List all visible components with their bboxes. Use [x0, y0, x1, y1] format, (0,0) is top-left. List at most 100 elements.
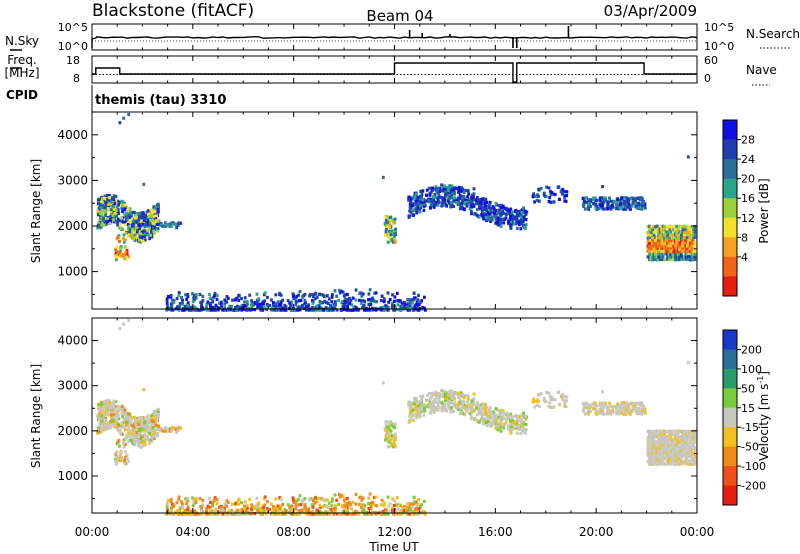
power-cell [667, 227, 671, 232]
power-cell [279, 293, 283, 297]
velocity-cell [304, 505, 307, 509]
power-cell [153, 225, 157, 230]
velocity-cell [175, 430, 178, 434]
power-cell [109, 218, 112, 222]
velocity-cell [503, 411, 507, 415]
velocity-cell [456, 401, 460, 405]
velocity-cell [684, 435, 688, 439]
power-cell [462, 207, 466, 211]
power-cell [693, 244, 697, 248]
power-cell [519, 215, 523, 219]
velocity-cell [342, 498, 346, 502]
velocity-cell [688, 454, 692, 458]
velocity-cell [502, 416, 506, 420]
power-cell [116, 219, 120, 223]
velocity-cell [423, 407, 426, 412]
velocity-cell [303, 497, 307, 501]
power-cell [682, 224, 686, 228]
power-cell [184, 293, 187, 297]
velocity-cell [142, 388, 146, 392]
velocity-cell [223, 502, 227, 506]
velocity-cell [191, 496, 194, 500]
power-cell [335, 294, 339, 298]
power-cell [154, 219, 158, 223]
velocity-cell [587, 409, 591, 413]
power-cell [673, 241, 677, 245]
velocity-cell [436, 401, 440, 405]
power-cell [343, 300, 347, 304]
power-cell [480, 209, 484, 213]
power-cell [256, 305, 259, 309]
velocity-cell [419, 505, 422, 509]
power-cell [682, 241, 686, 245]
power-cell [392, 232, 395, 236]
power-cell [407, 198, 411, 202]
velocity-cell [658, 459, 662, 464]
velocity-cell [661, 454, 665, 458]
velocity-cell [438, 392, 442, 396]
power-cell [146, 222, 150, 226]
power-cell [437, 200, 441, 204]
power-cell [681, 238, 685, 242]
velocity-cell [313, 512, 317, 516]
velocity-cell [103, 402, 106, 406]
velocity-cell [279, 512, 283, 516]
power-cell [672, 252, 676, 256]
velocity-cell [152, 436, 156, 441]
velocity-cell [119, 431, 122, 435]
power-cell [118, 200, 121, 204]
velocity-cell [648, 454, 651, 458]
power-cell [126, 207, 130, 211]
power-cell [663, 224, 666, 229]
power-cell [681, 235, 685, 239]
velocity-cell [687, 449, 691, 453]
velocity-cell [678, 448, 682, 452]
power-cell [95, 209, 99, 213]
power-cell [263, 293, 266, 297]
velocity-cell [382, 501, 386, 505]
velocity-cell [684, 462, 688, 466]
velocity-cell [552, 397, 555, 401]
colorbar-swatch [723, 120, 737, 141]
velocity-cell [288, 505, 292, 509]
power-cell [585, 200, 588, 204]
velocity-cell [298, 512, 302, 516]
power-cell [393, 221, 397, 225]
velocity-cell [302, 510, 306, 514]
power-cell [542, 191, 546, 195]
power-cell [480, 213, 484, 217]
velocity-cell [474, 403, 478, 407]
y-tick-label: 3000 [57, 379, 88, 393]
velocity-cell [681, 440, 685, 444]
velocity-cell [324, 510, 328, 514]
velocity-cell [687, 443, 691, 447]
velocity-cell [502, 422, 506, 426]
velocity-cell [693, 457, 697, 461]
velocity-cell [646, 438, 650, 442]
velocity-cell [672, 462, 676, 466]
power-cell [218, 306, 221, 310]
power-cell [111, 205, 115, 209]
power-cell [692, 230, 695, 234]
velocity-cell [308, 498, 311, 502]
power-cell [359, 302, 363, 306]
power-cell [678, 241, 682, 245]
velocity-cell [170, 510, 174, 514]
velocity-cell [678, 459, 682, 463]
velocity-cell [388, 434, 391, 438]
velocity-cell [633, 406, 637, 411]
velocity-cell [371, 500, 375, 504]
velocity-cell [581, 408, 585, 412]
velocity-cell [561, 393, 565, 397]
power-cell [298, 289, 302, 294]
power-cell [687, 250, 691, 254]
power-cell [371, 296, 375, 300]
power-cell [283, 303, 287, 308]
velocity-cell [642, 406, 646, 410]
power-cell [416, 305, 420, 309]
power-cell [192, 298, 196, 302]
power-cell [192, 296, 196, 300]
power-cell [278, 302, 281, 307]
power-cell [595, 205, 599, 209]
velocity-cell [422, 409, 426, 413]
